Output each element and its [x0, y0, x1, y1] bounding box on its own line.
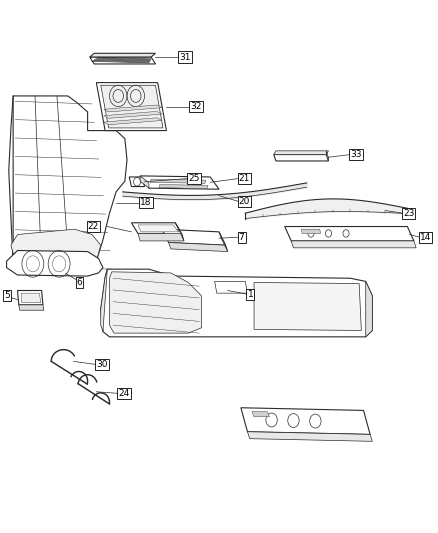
Polygon shape [131, 223, 182, 233]
Polygon shape [104, 118, 162, 125]
Polygon shape [110, 272, 201, 333]
Polygon shape [274, 155, 328, 161]
Polygon shape [326, 151, 328, 161]
Polygon shape [247, 432, 372, 441]
Polygon shape [285, 227, 414, 241]
Text: 1: 1 [247, 290, 253, 298]
Text: 22: 22 [88, 222, 99, 231]
Polygon shape [140, 176, 149, 188]
Text: 7: 7 [239, 233, 244, 241]
Text: 6: 6 [77, 278, 82, 287]
Polygon shape [140, 176, 219, 189]
Polygon shape [138, 233, 184, 241]
Polygon shape [7, 251, 103, 276]
Polygon shape [13, 96, 127, 273]
Polygon shape [101, 85, 163, 128]
Polygon shape [169, 243, 228, 252]
Polygon shape [159, 184, 208, 189]
Polygon shape [90, 53, 155, 57]
Polygon shape [366, 281, 372, 337]
Text: 25: 25 [188, 174, 200, 183]
Polygon shape [129, 177, 145, 187]
Polygon shape [96, 83, 166, 131]
Text: 18: 18 [140, 198, 152, 207]
Polygon shape [274, 151, 328, 155]
Polygon shape [291, 241, 416, 248]
Text: 24: 24 [118, 389, 130, 398]
Polygon shape [21, 293, 41, 303]
Polygon shape [11, 229, 101, 272]
Polygon shape [150, 179, 206, 183]
Text: 31: 31 [180, 53, 191, 61]
Polygon shape [254, 282, 361, 330]
Text: 30: 30 [96, 360, 108, 369]
Polygon shape [19, 305, 44, 310]
Text: 14: 14 [420, 233, 431, 241]
Polygon shape [104, 105, 162, 112]
Polygon shape [138, 225, 179, 232]
Polygon shape [104, 111, 162, 118]
Text: 33: 33 [350, 150, 362, 159]
Text: 21: 21 [239, 174, 250, 183]
Polygon shape [219, 232, 228, 252]
Polygon shape [90, 57, 155, 64]
Polygon shape [101, 269, 107, 332]
Polygon shape [162, 229, 226, 245]
Polygon shape [241, 408, 370, 434]
Text: 32: 32 [191, 102, 202, 111]
Polygon shape [175, 223, 184, 241]
Polygon shape [301, 229, 321, 233]
Polygon shape [18, 290, 43, 305]
Polygon shape [252, 411, 269, 417]
Text: 20: 20 [239, 197, 250, 206]
Text: 5: 5 [4, 292, 10, 300]
Polygon shape [215, 281, 247, 293]
Text: 23: 23 [403, 209, 414, 217]
Polygon shape [101, 269, 372, 337]
